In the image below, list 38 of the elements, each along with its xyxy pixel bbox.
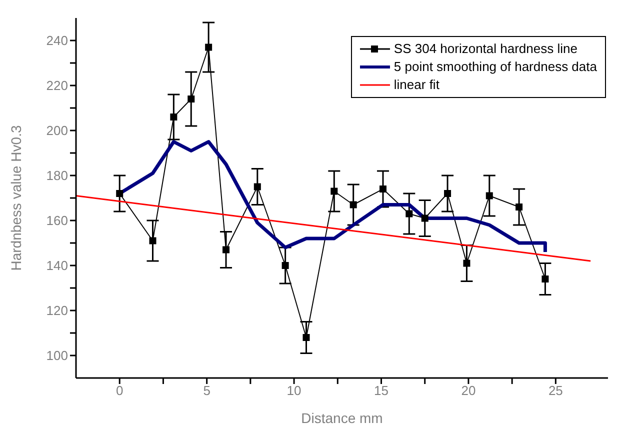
point xyxy=(350,201,357,208)
point xyxy=(302,334,310,341)
point xyxy=(463,260,470,267)
y-tick-label: 140 xyxy=(46,258,68,274)
y-tick-label: 240 xyxy=(46,33,68,48)
point xyxy=(516,204,523,210)
y-tick-label: 100 xyxy=(46,348,68,364)
point xyxy=(149,237,156,244)
point xyxy=(170,114,178,120)
x-tick-label: 10 xyxy=(286,383,302,398)
point xyxy=(282,262,289,269)
point xyxy=(222,246,230,254)
y-tick-label: 120 xyxy=(46,303,68,318)
point xyxy=(188,96,195,102)
point xyxy=(542,276,549,282)
point xyxy=(406,210,413,218)
y-tick-label: 160 xyxy=(46,213,68,228)
legend-label: SS 304 horizontal hardness line xyxy=(394,40,578,58)
y-tick-label: 200 xyxy=(46,123,68,138)
x-tick-label: 20 xyxy=(461,383,476,398)
x-tick-label: 15 xyxy=(374,383,388,398)
y-tick-label: 220 xyxy=(46,78,68,94)
x-axis-title: Distance mm xyxy=(301,410,383,426)
x-tick-label: 5 xyxy=(203,383,210,398)
point xyxy=(254,183,261,190)
point xyxy=(444,190,452,197)
y-tick-label: 180 xyxy=(46,168,68,184)
legend-label: linear fit xyxy=(394,76,440,94)
point xyxy=(421,214,428,222)
point xyxy=(330,188,338,195)
legend-label: 5 point smoothing of hardness data xyxy=(394,58,597,76)
point xyxy=(116,190,124,197)
y-axis-title: Hardnbess value Hv0.3 xyxy=(8,125,24,271)
x-tick-label: 25 xyxy=(548,383,563,398)
point xyxy=(486,192,493,200)
x-tick-label: 0 xyxy=(116,383,124,398)
point xyxy=(379,186,386,192)
point xyxy=(205,44,212,51)
